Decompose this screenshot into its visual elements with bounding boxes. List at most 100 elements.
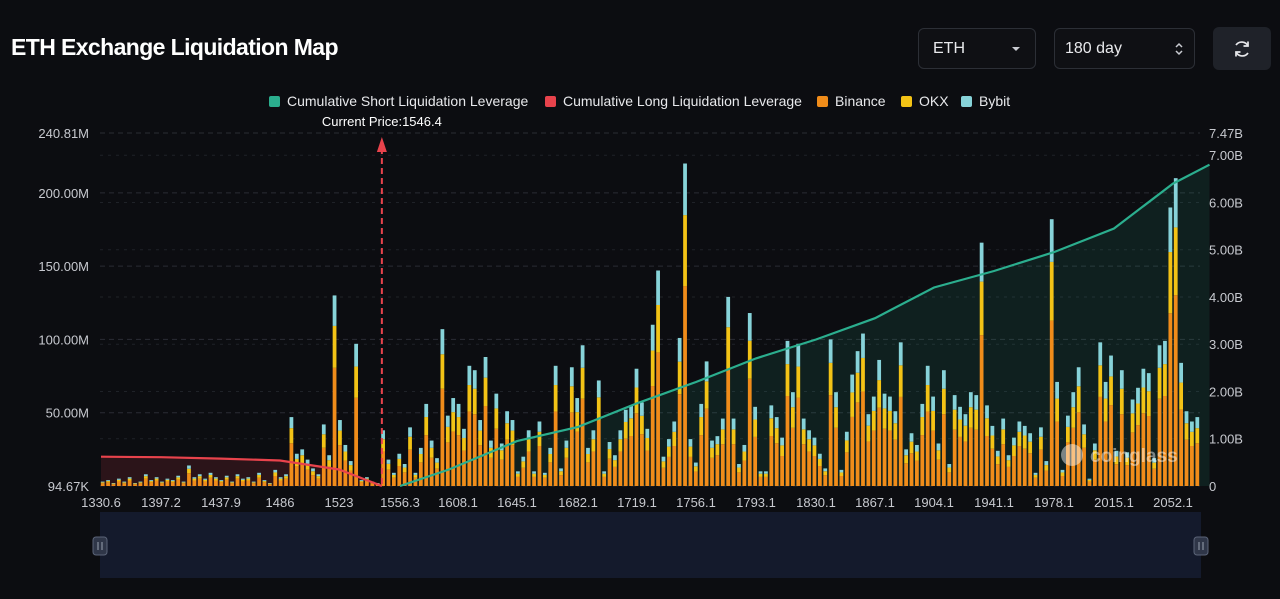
bar-okx [677,361,682,395]
bar-okx [154,478,159,481]
bar-binance [812,456,817,486]
bar-binance [575,431,580,486]
bar-okx [467,385,472,412]
bar-bybit [941,370,946,389]
bar-bybit [753,406,758,420]
bar-binance [100,483,105,486]
y-axis-left: 94.67K 50.00M 100.00M 150.00M 200.00M 240.81M [38,126,89,494]
bar-bybit [1173,178,1178,228]
bar-okx [968,407,973,428]
current-price-marker: Current Price:1546.4 [322,114,442,486]
bar-bybit [305,459,310,464]
bar-binance [1055,421,1059,486]
long-cum-line [100,455,383,488]
bar-okx [602,473,607,477]
symbol-select[interactable]: ETH [918,28,1036,69]
bar-okx [1125,457,1130,466]
bar-okx [1098,365,1103,397]
bar-binance [839,476,844,486]
bar-bybit [817,453,822,459]
period-value: 180 day [1065,39,1122,57]
bar-binance [1066,442,1070,486]
bar-bybit [693,462,698,467]
bar-okx [747,340,752,379]
bar-binance [1017,446,1022,486]
x-tick: 1523 [325,495,354,510]
bar-binance [564,457,569,486]
bar-okx [391,474,396,478]
bar-okx [1146,391,1151,417]
bar-bybit [214,477,218,479]
bar-bybit [532,471,536,474]
bar-okx [143,476,148,479]
bar-binance [521,467,526,486]
bar-okx [952,409,957,430]
bar-binance [332,367,337,486]
bar-okx [165,479,170,482]
bar-bybit [176,475,181,478]
bar-okx [720,429,725,445]
bar-binance [817,466,822,486]
bar-bybit [370,481,375,483]
bar-okx [494,408,499,429]
bar-bybit [834,392,838,408]
bar-binance [338,445,342,486]
bar-binance [418,462,423,486]
bar-bybit [974,395,979,410]
bar-okx [1044,465,1049,471]
short-cum-line [399,163,1211,488]
bar-bybit [807,430,811,440]
bar-binance [780,456,784,486]
legend-label: Cumulative Short Liquidation Leverage [287,93,528,109]
bar-binance [402,472,407,486]
bar-binance [370,483,375,486]
bar-okx [1173,227,1178,296]
bar-bybit [294,453,299,459]
bar-bybit [715,436,720,445]
zoom-handle-left[interactable] [92,536,108,556]
zoom-track [100,512,1201,578]
bar-bybit [575,398,580,413]
bar-bybit [947,464,952,468]
bar-bybit [1001,418,1006,430]
bar-bybit [866,414,871,426]
bar-bybit [591,430,596,440]
bar-bybit [791,392,795,408]
bar-binance [931,430,935,486]
bar-bybit [871,396,876,411]
x-tick: 1756.1 [676,495,716,510]
bar-okx [553,385,558,412]
bar-binance [1103,421,1108,486]
bar-binance [499,459,504,486]
bar-okx [343,451,348,461]
period-select[interactable]: 180 day [1054,28,1195,69]
bar-binance [909,453,914,486]
bar-binance [408,449,412,486]
zoom-handle-right[interactable] [1193,536,1209,556]
bar-okx [688,446,693,457]
bar-bybit [586,447,590,454]
bar-binance [1163,396,1167,486]
bar-okx [300,455,305,464]
bar-binance [170,482,175,486]
bar-okx [1136,403,1140,426]
bar-binance [877,407,882,486]
bar-bybit [747,313,752,341]
bar-okx [834,407,838,428]
refresh-button[interactable] [1213,27,1271,70]
bar-okx [871,410,876,431]
bar-binance [294,466,299,486]
bar-bybit [1012,437,1016,446]
bar-okx [278,478,283,481]
bar-binance [1049,320,1054,486]
bar-okx [1195,428,1200,444]
bar-okx [580,367,585,399]
y-right-tick: 3.00B [1209,337,1243,352]
bar-okx [451,412,456,432]
bar-binance [1092,459,1097,486]
bar-bybit [1141,368,1146,388]
bar-okx [985,418,989,437]
bar-okx [1033,474,1038,478]
bar-binance [1033,477,1038,486]
bar-binance [640,434,644,486]
